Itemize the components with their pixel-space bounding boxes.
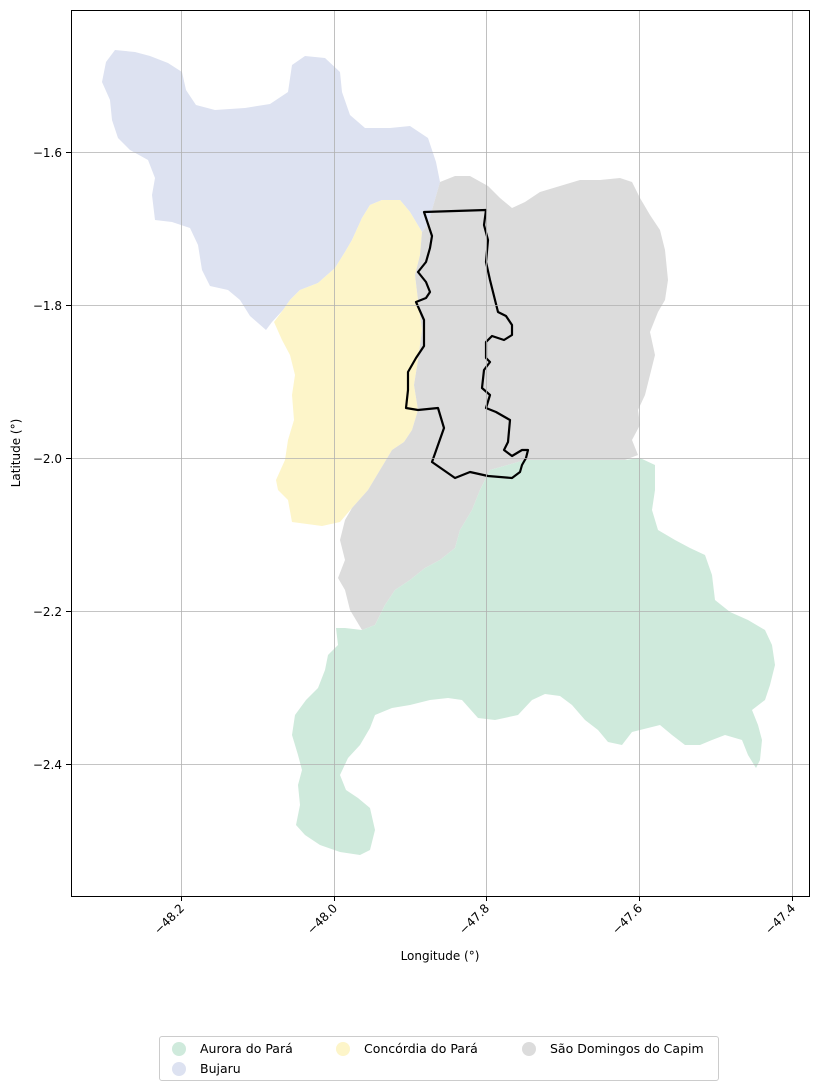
legend-item-sao-domingos-do-capim: São Domingos do Capim xyxy=(522,1041,704,1056)
highlighted-boundary xyxy=(404,208,530,480)
legend-swatch xyxy=(522,1041,536,1056)
y-axis-label: Latitude (°) xyxy=(9,419,23,488)
x-axis-label: Longitude (°) xyxy=(401,949,480,963)
x-tick-label: −47.8 xyxy=(456,901,492,937)
legend-label: Aurora do Pará xyxy=(200,1041,293,1056)
y-tick-label: −2.2 xyxy=(33,605,62,619)
legend-item-concordia-do-para: Concórdia do Pará xyxy=(336,1041,478,1056)
legend-swatch xyxy=(336,1041,350,1056)
legend-label: São Domingos do Capim xyxy=(550,1041,704,1056)
y-tick-label: −1.8 xyxy=(33,299,62,313)
grid xyxy=(71,10,809,896)
tick-marks xyxy=(66,152,793,901)
legend-item-aurora-do-para: Aurora do Pará xyxy=(172,1041,293,1056)
region-concordia-do-para xyxy=(274,200,422,526)
legend-item-bujaru: Bujaru xyxy=(172,1061,241,1076)
y-tick-label: −2.0 xyxy=(33,452,62,466)
legend-label: Bujaru xyxy=(200,1061,241,1076)
legend-swatch xyxy=(172,1061,186,1076)
y-tick-label: −2.4 xyxy=(33,758,62,772)
x-tick-label: −47.4 xyxy=(762,901,798,937)
x-tick-label: −47.6 xyxy=(609,901,645,937)
legend-swatch xyxy=(172,1041,186,1056)
axes-frame xyxy=(71,10,810,897)
legend-label: Concórdia do Pará xyxy=(364,1041,478,1056)
legend: Aurora do Pará Concórdia do Pará São Dom… xyxy=(159,1036,719,1081)
region-bujaru xyxy=(102,50,440,330)
region-sao-domingos-do-capim xyxy=(338,176,668,630)
x-tick-label: −48.0 xyxy=(304,901,340,937)
x-tick-label: −48.2 xyxy=(151,901,187,937)
plot-area: −1.6 −1.8 −2.0 −2.2 −2.4 −48.2 −48.0 −47… xyxy=(9,10,810,963)
region-aurora-do-para xyxy=(292,458,775,855)
y-tick-label: −1.6 xyxy=(33,146,62,160)
